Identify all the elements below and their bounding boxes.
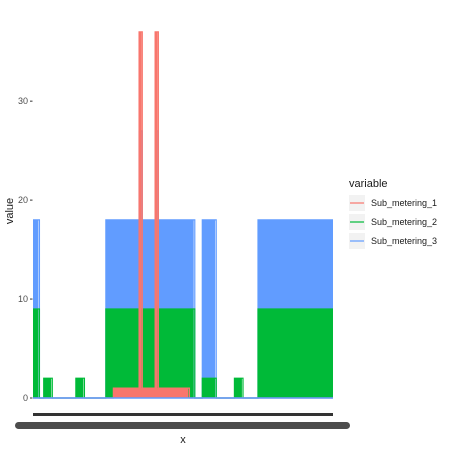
legend-title: variable — [349, 178, 388, 190]
sub-metering-2-segment-1 — [43, 378, 52, 398]
y-tick-label: 0 — [23, 393, 28, 403]
legend-keys: Sub_metering_1 Sub_metering_2 Sub_metering… — [349, 195, 437, 249]
x-axis — [15, 413, 350, 429]
y-axis-title: value — [4, 198, 16, 224]
y-tick-label: 30 — [18, 96, 28, 106]
sub-metering-2-segment-6 — [258, 308, 333, 398]
x-axis-tick-band — [33, 413, 333, 416]
sub-metering-2-segment-5 — [234, 378, 242, 398]
x-axis-tick-label-band — [15, 422, 350, 429]
legend-label: Sub_metering_2 — [371, 217, 437, 227]
legend-item-sub-metering-1: Sub_metering_1 — [349, 195, 437, 211]
legend-label: Sub_metering_3 — [371, 236, 437, 246]
y-axis: 0 10 20 30 — [18, 96, 33, 403]
legend-item-sub-metering-3: Sub_metering_3 — [349, 233, 437, 249]
sub-metering-2-segment-4 — [202, 378, 216, 398]
sub-metering-3-segment-2 — [202, 219, 216, 398]
y-tick-label: 20 — [18, 195, 28, 205]
sub-metering-2-segment-2 — [75, 378, 84, 398]
sub-metering-2-segment-3 — [105, 308, 194, 398]
sub-metering-1-segment-0 — [113, 388, 189, 398]
series-layer — [33, 31, 333, 399]
sub-metering-2-segment-0 — [33, 308, 39, 398]
legend-label: Sub_metering_1 — [371, 198, 437, 208]
legend: variable Sub_metering_1Sub_metering_2Sub… — [349, 178, 437, 249]
plot-panel: 0 10 20 30 — [15, 31, 350, 429]
legend-item-sub-metering-2: Sub_metering_2 — [349, 214, 437, 230]
sub-metering-1-spike-0 — [138, 31, 142, 398]
x-axis-title: x — [180, 434, 186, 446]
y-tick-label: 10 — [18, 294, 28, 304]
sub-metering-1-spike-1 — [154, 31, 158, 398]
